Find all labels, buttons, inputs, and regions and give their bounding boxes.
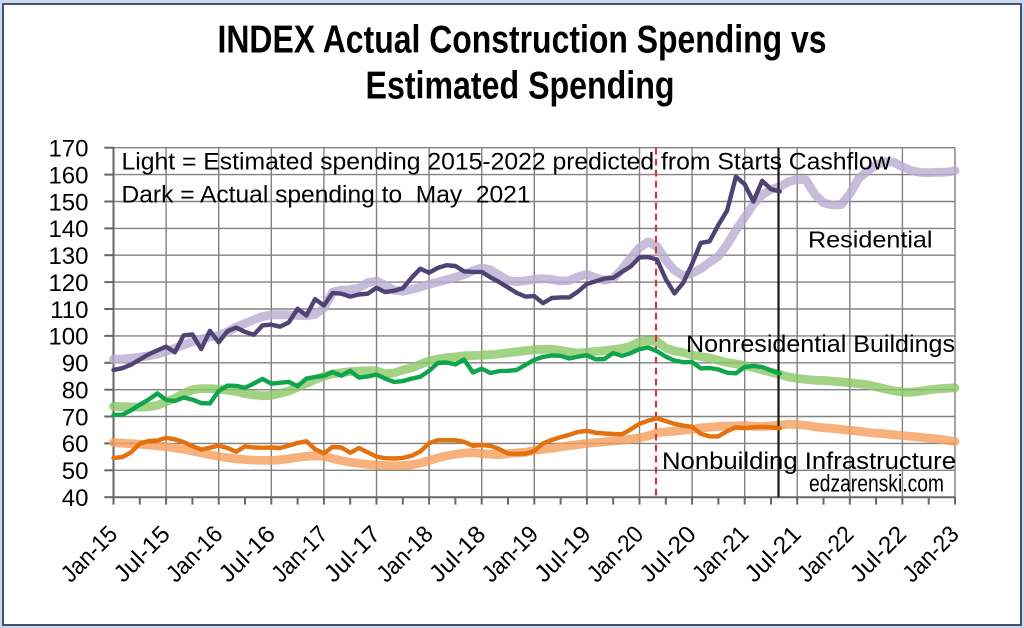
svg-text:Jul-21: Jul-21 [740,521,807,588]
svg-text:Jan-20: Jan-20 [582,521,649,588]
svg-text:120: 120 [48,270,88,297]
svg-text:Jul-16: Jul-16 [214,521,281,588]
svg-text:70: 70 [62,404,89,431]
svg-text:Residential: Residential [808,227,933,253]
svg-text:Light = Estimated spending 201: Light = Estimated spending 2015-2022 pre… [122,149,892,176]
svg-text:Jul-20: Jul-20 [634,521,701,588]
svg-text:110: 110 [50,297,88,324]
svg-text:Jan-15: Jan-15 [56,521,123,588]
svg-text:Nonresidential Buildings: Nonresidential Buildings [686,331,955,358]
svg-text:Jan-23: Jan-23 [897,521,964,588]
svg-text:edzarenski.com: edzarenski.com [809,471,944,498]
svg-text:Jul-15: Jul-15 [108,521,175,588]
svg-text:Jan-16: Jan-16 [161,521,228,588]
svg-text:Jul-19: Jul-19 [529,521,596,588]
svg-text:Jan-22: Jan-22 [792,521,859,588]
svg-text:40: 40 [62,485,89,512]
svg-text:Nonbuilding Infrastructure: Nonbuilding Infrastructure [662,448,956,475]
svg-text:Jul-18: Jul-18 [424,521,491,588]
svg-text:Jan-17: Jan-17 [266,521,333,588]
svg-text:60: 60 [62,431,89,458]
svg-text:100: 100 [48,324,88,351]
svg-text:150: 150 [48,189,88,216]
svg-text:Jul-17: Jul-17 [319,521,386,588]
svg-text:160: 160 [48,162,88,189]
svg-text:Jan-19: Jan-19 [477,521,544,588]
svg-text:Jul-22: Jul-22 [845,521,912,588]
svg-text:Jan-18: Jan-18 [371,521,438,588]
svg-text:Dark = Actual spending to May: Dark = Actual spending to May 2021 [122,182,531,209]
svg-text:Estimated Spending: Estimated Spending [366,65,675,108]
svg-text:Jan-21: Jan-21 [687,521,754,588]
svg-text:90: 90 [62,351,89,378]
svg-text:130: 130 [48,243,88,270]
svg-text:140: 140 [48,216,88,243]
svg-text:50: 50 [62,458,89,485]
svg-text:INDEX Actual Construction Spen: INDEX Actual Construction Spending vs [218,19,827,62]
svg-text:80: 80 [62,378,89,405]
svg-text:170: 170 [48,136,88,163]
